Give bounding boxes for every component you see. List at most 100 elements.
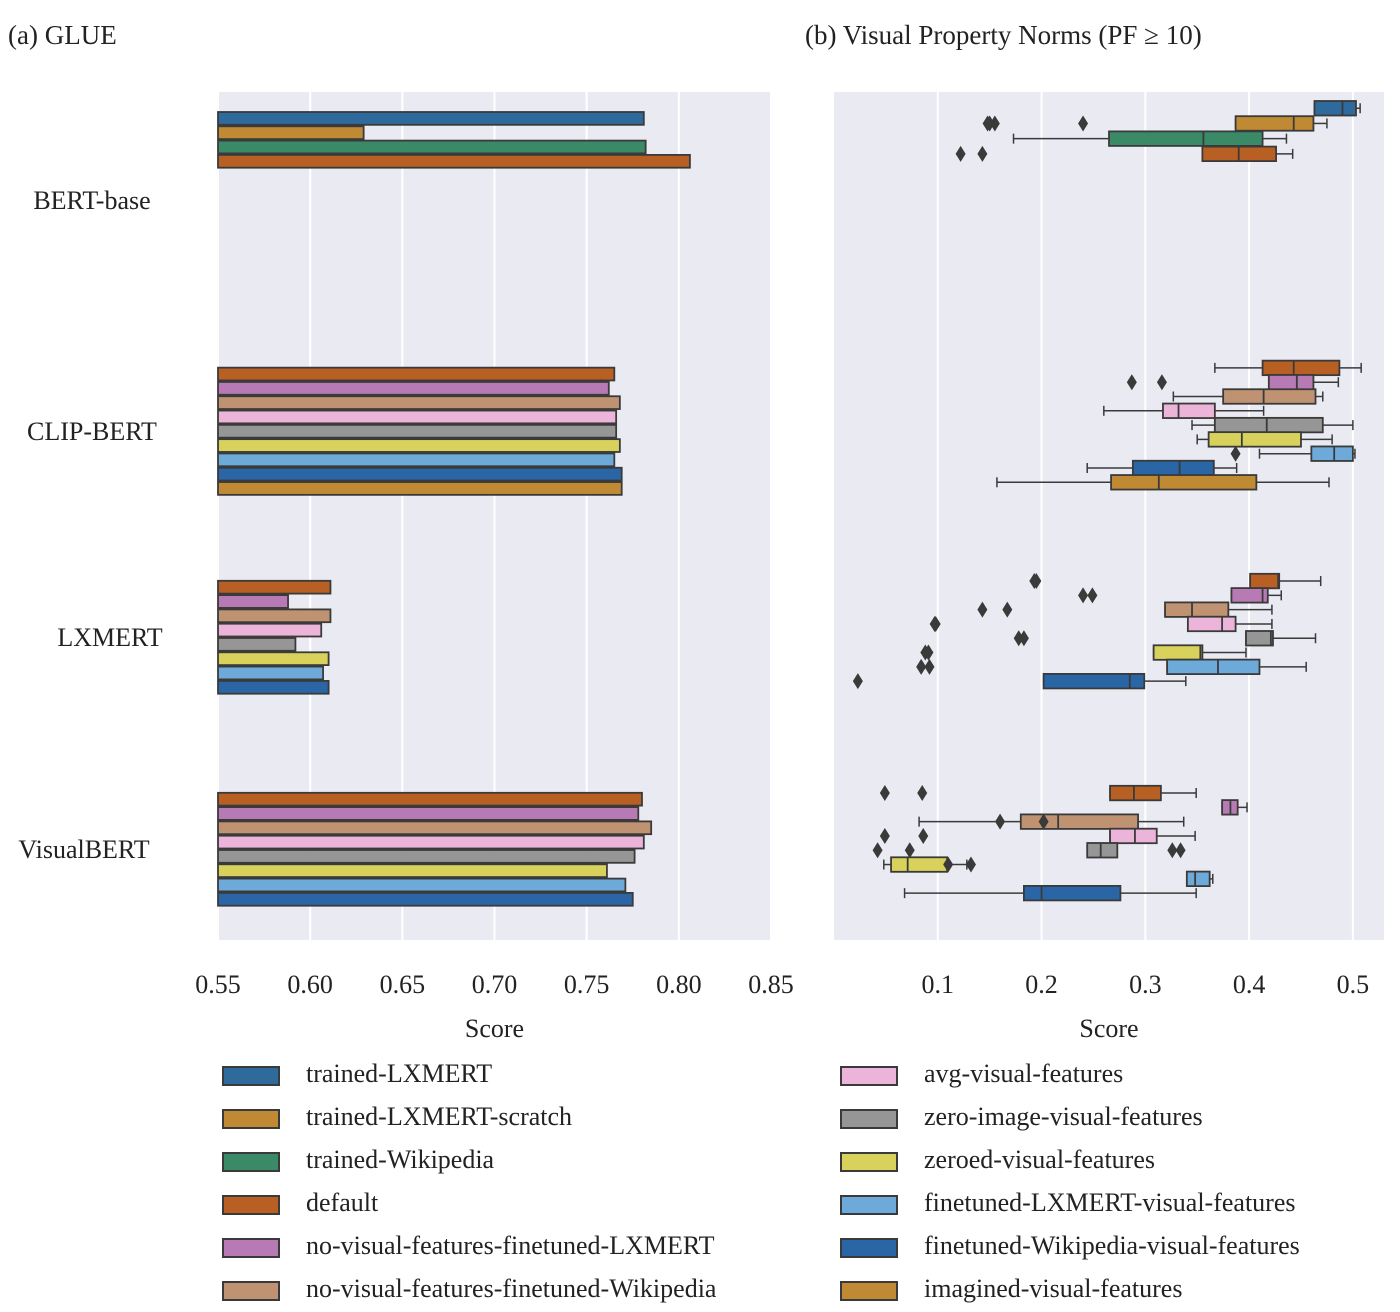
panel-b-x-tick-label: 0.4 (1233, 970, 1266, 999)
box-LXMERT-no-visual-features-finetuned-LXMERT (1230, 587, 1269, 604)
bar-LXMERT-zero-image-visual-features (217, 637, 297, 652)
box-LXMERT-no-visual-features-finetuned-LXMERT-outlier (1087, 587, 1098, 604)
box-LXMERT-zero-image-visual-features (1245, 630, 1274, 647)
panel-a-category-label: VisualBERT (18, 835, 149, 864)
bar-CLIP-BERT-zero-image-visual-features (217, 423, 618, 439)
box-CLIP-BERT-default (1261, 359, 1341, 377)
box-VisualBERT-zeroed-visual-features-outlier (943, 856, 954, 873)
bar-CLIP-BERT-default (217, 366, 616, 382)
box-BERT-base-trained-LXMERT-scratch-outlier (989, 115, 1000, 132)
bar-LXMERT-no-visual-features-finetuned-Wikipedia (217, 608, 332, 624)
box-VisualBERT-zeroed-visual-features-outlier (965, 856, 976, 873)
legend-swatch (840, 1238, 898, 1258)
bar-CLIP-BERT-finetuned-Wikipedia-visual-features (217, 466, 623, 482)
panel-b-x-tick-label: 0.2 (1025, 970, 1058, 999)
panel-a-x-tick-label: 0.65 (380, 970, 426, 999)
box-LXMERT-finetuned-LXMERT-visual-features (1166, 658, 1261, 675)
panel-a-x-tick-label: 0.75 (564, 970, 610, 999)
box-CLIP-BERT-imagined-visual-features (1110, 474, 1258, 491)
panel-a-x-axis-title: Score (465, 1014, 524, 1043)
bar-CLIP-BERT-zeroed-visual-features (217, 438, 621, 453)
box-LXMERT-avg-visual-features-outlier (930, 615, 941, 632)
legend-swatch (222, 1195, 280, 1215)
bar-BERT-base-trained-Wikipedia (217, 139, 647, 155)
box-VisualBERT-zero-image-visual-features-outlier (872, 842, 883, 859)
box-VisualBERT-finetuned-LXMERT-visual-features (1185, 870, 1211, 887)
bar-CLIP-BERT-no-visual-features-finetuned-LXMERT (217, 381, 610, 396)
panel-b-x-tick-label: 0.5 (1337, 970, 1370, 999)
legend-swatch (222, 1066, 280, 1086)
box-VisualBERT-avg-visual-features (1109, 827, 1158, 845)
panel-b-x-axis-title: Score (1079, 1014, 1138, 1043)
box-CLIP-BERT-finetuned-Wikipedia-visual-features (1131, 459, 1215, 477)
bar-LXMERT-finetuned-LXMERT-visual-features (217, 665, 324, 681)
box-CLIP-BERT-no-visual-features-finetuned-LXMERT (1267, 374, 1315, 391)
box-CLIP-BERT-no-visual-features-finetuned-Wikipedia (1222, 388, 1317, 405)
legend-swatch (840, 1281, 898, 1301)
box-VisualBERT-no-visual-features-finetuned-Wikipedia-outlier (995, 813, 1006, 830)
bar-VisualBERT-default (217, 791, 643, 807)
legend-swatch (840, 1066, 898, 1086)
bar-VisualBERT-avg-visual-features (217, 834, 645, 850)
box-BERT-base-default-outlier (977, 145, 988, 162)
legend-swatch (222, 1152, 280, 1172)
legend-label: zeroed-visual-features (924, 1145, 1155, 1174)
box-LXMERT-zero-image-visual-features-outlier (1018, 630, 1029, 647)
box-VisualBERT-default-outlier (917, 785, 928, 802)
box-LXMERT-zero-image-visual-features-outlier (1013, 630, 1024, 647)
box-BERT-base-trained-LXMERT-scratch (1234, 115, 1315, 132)
legend-swatch (222, 1238, 280, 1258)
panel-b-plot-area (834, 92, 1384, 940)
bar-VisualBERT-zero-image-visual-features (217, 849, 636, 864)
box-BERT-base-trained-LXMERT-scratch-outlier (1078, 115, 1089, 132)
box-LXMERT-default-outlier (1031, 573, 1042, 590)
bar-LXMERT-finetuned-Wikipedia-visual-features (217, 680, 330, 695)
box-LXMERT-finetuned-Wikipedia-visual-features (1042, 673, 1146, 690)
box-CLIP-BERT-zeroed-visual-features (1207, 431, 1302, 448)
bar-VisualBERT-finetuned-Wikipedia-visual-features (217, 892, 634, 907)
panel-a-x-tick-label: 0.85 (748, 970, 794, 999)
panel-a-x-tick-label: 0.55 (195, 970, 241, 999)
panel-a-title: (a) GLUE (8, 20, 117, 50)
box-VisualBERT-zero-image-visual-features-outlier (1167, 842, 1178, 859)
box-VisualBERT-zero-image-visual-features-outlier (1175, 842, 1186, 859)
charts-canvas: 0.55 0.60 0.65 0.70 0.75 0.80 0.85 Score BERT-ba… (18, 92, 1384, 1043)
bar-BERT-base-trained-LXMERT (217, 111, 645, 126)
bar-CLIP-BERT-no-visual-features-finetuned-Wikipedia (217, 395, 621, 410)
box-LXMERT-no-visual-features-finetuned-Wikipedia-outlier (1002, 601, 1013, 618)
box-CLIP-BERT-no-visual-features-finetuned-LXMERT-outlier (1156, 374, 1167, 391)
box-VisualBERT-zeroed-visual-features (890, 856, 949, 873)
box-LXMERT-finetuned-LXMERT-visual-features-outlier (924, 658, 935, 675)
legend-label: trained-Wikipedia (306, 1145, 495, 1174)
panel-a-category-label: BERT-base (33, 186, 150, 215)
box-LXMERT-default (1249, 572, 1281, 590)
panel-a-x-tick-label: 0.80 (656, 970, 702, 999)
box-LXMERT-avg-visual-features (1186, 615, 1237, 633)
box-VisualBERT-no-visual-features-finetuned-Wikipedia-outlier (1038, 813, 1049, 830)
legend-swatch (840, 1152, 898, 1172)
bar-VisualBERT-zeroed-visual-features (217, 863, 608, 878)
box-CLIP-BERT-zero-image-visual-features (1213, 416, 1324, 434)
box-LXMERT-no-visual-features-finetuned-LXMERT-outlier (1078, 587, 1089, 604)
box-BERT-base-default-outlier (955, 145, 966, 162)
box-VisualBERT-avg-visual-features-outlier (918, 827, 929, 844)
legend-label: finetuned-LXMERT-visual-features (924, 1188, 1296, 1217)
legend-label: no-visual-features-finetuned-LXMERT (306, 1231, 715, 1260)
box-CLIP-BERT-finetuned-LXMERT-visual-features-outlier (1230, 445, 1241, 462)
legend-label: no-visual-features-finetuned-Wikipedia (306, 1274, 717, 1303)
bar-VisualBERT-no-visual-features-finetuned-Wikipedia (217, 820, 653, 836)
bar-BERT-base-trained-LXMERT-scratch (217, 125, 365, 141)
legend-swatch (840, 1109, 898, 1129)
panel-a-category-label: CLIP-BERT (27, 417, 157, 446)
bar-VisualBERT-finetuned-LXMERT-visual-features (217, 877, 627, 893)
box-LXMERT-zeroed-visual-features-outlier (923, 644, 934, 661)
box-VisualBERT-finetuned-Wikipedia-visual-features (1023, 885, 1122, 902)
bar-CLIP-BERT-finetuned-LXMERT-visual-features (217, 452, 616, 468)
bar-LXMERT-zeroed-visual-features (217, 651, 330, 666)
bar-LXMERT-no-visual-features-finetuned-LXMERT (217, 594, 289, 609)
box-BERT-base-trained-LXMERT-scratch-outlier (982, 115, 993, 132)
panel-b-x-tick-label: 0.3 (1129, 970, 1162, 999)
box-CLIP-BERT-no-visual-features-finetuned-LXMERT-outlier (1126, 374, 1137, 391)
box-VisualBERT-avg-visual-features-outlier (879, 827, 890, 844)
panel-b-x-tick-label: 0.1 (922, 970, 955, 999)
